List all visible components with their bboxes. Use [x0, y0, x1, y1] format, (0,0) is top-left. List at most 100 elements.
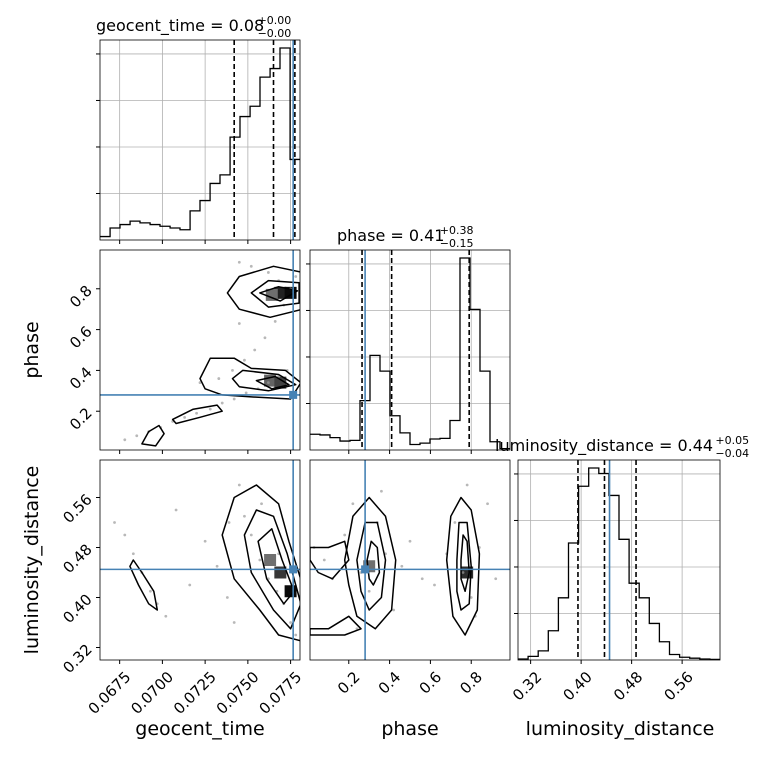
panel-frame	[309, 459, 511, 661]
x-tick-label: 0.0775	[255, 668, 305, 718]
density-cell	[265, 288, 278, 301]
contour-line	[243, 509, 300, 630]
scatter-point	[203, 539, 207, 543]
scatter-point	[294, 633, 298, 637]
scatter-point	[260, 502, 263, 506]
contour-line	[460, 534, 470, 593]
scatter-point	[420, 577, 424, 581]
scatter-point	[232, 621, 236, 624]
scatter-point	[465, 483, 469, 487]
scatter-point	[244, 391, 248, 395]
scatter-point	[237, 483, 241, 487]
title-sub: −0.15	[440, 237, 474, 250]
y-tick-labels-luminosity_distance: 0.32 0.40 0.48 0.56	[59, 490, 95, 676]
grid-luminosity_distance	[518, 460, 720, 660]
x-tick-label: 0.0700	[127, 668, 177, 718]
title-main: geocent_time = 0.08	[96, 16, 264, 36]
x-tick-label: 0.2	[334, 668, 364, 698]
scatter-point	[174, 508, 178, 512]
scatter-point	[380, 489, 383, 493]
truth-marker	[289, 565, 298, 574]
contour-line	[221, 484, 300, 642]
title-sup: +0.38	[440, 224, 474, 237]
contour-line	[257, 528, 295, 605]
panel-content	[100, 250, 300, 450]
scatter-point	[113, 521, 116, 524]
scatter-point	[469, 596, 473, 599]
x-tick-label: 0.4	[375, 668, 405, 698]
scatter-point	[225, 596, 229, 599]
x-tick-label: 0.48	[610, 668, 646, 704]
truth-marker	[361, 565, 370, 574]
scatter-point	[453, 521, 457, 524]
hist-panel-geocent_time: geocent_time = 0.08+0.00−0.00	[96, 14, 301, 244]
x-tick-label: 0.0725	[170, 668, 220, 718]
x-tick-labels-phase: 0.2 0.4 0.6 0.8	[334, 668, 486, 698]
scatter-point	[188, 583, 192, 587]
contour-line	[129, 559, 159, 611]
scatter-point	[494, 577, 498, 581]
scatter-point	[237, 260, 241, 264]
title-sub: −0.00	[258, 27, 292, 40]
scatter-point	[123, 438, 127, 442]
scatter-point	[227, 521, 231, 524]
panel-frame	[99, 249, 301, 451]
scatter-point	[183, 415, 187, 419]
scatter-point	[135, 434, 139, 438]
scatter-point	[273, 320, 277, 323]
x-tick-labels-luminosity_distance: 0.32 0.40 0.48 0.56	[509, 668, 697, 704]
title-phase: phase = 0.41+0.38−0.15	[337, 224, 474, 250]
scatter-point	[195, 411, 198, 415]
title-main: luminosity_distance = 0.44	[495, 436, 713, 456]
y-axis-label-phase: phase	[21, 321, 43, 378]
contour-line	[310, 615, 362, 636]
y-tick-label: 0.8	[66, 282, 96, 312]
scatter-point	[131, 552, 135, 556]
scatter-point	[232, 397, 236, 401]
scatter-point	[392, 608, 396, 612]
scatter-point	[123, 533, 127, 537]
scatter-point	[243, 514, 246, 518]
density-cell	[264, 554, 277, 566]
scatter-point	[237, 322, 241, 325]
contour-line	[259, 285, 299, 302]
panel-frame	[99, 459, 301, 661]
panel-luminosity_distance_vs_geocent_time	[96, 459, 301, 664]
histogram-geocent_time	[100, 47, 300, 238]
panel-content	[310, 460, 510, 660]
panel-frame	[99, 39, 301, 241]
contour-line	[343, 496, 397, 630]
grid-phase	[310, 250, 510, 450]
scatter-point	[149, 589, 152, 593]
contour-line	[141, 424, 165, 447]
scatter-point	[258, 558, 262, 562]
y-tick-label: 0.48	[59, 540, 95, 576]
scatter-point	[486, 502, 489, 506]
scatter-point	[400, 564, 404, 568]
title-main: phase = 0.41	[337, 226, 444, 245]
histogram-phase	[310, 257, 510, 450]
hist-panel-phase: phase = 0.41+0.38−0.15	[306, 224, 511, 454]
scatter-point	[249, 533, 253, 537]
panel-content	[100, 460, 300, 660]
x-axis-label-phase: phase	[381, 718, 438, 740]
title-luminosity_distance: luminosity_distance = 0.44 +0.05−0.04	[495, 434, 749, 460]
y-tick-labels-phase_y: 0.2 0.4 0.6 0.8	[66, 282, 96, 434]
scatter-point	[294, 275, 298, 278]
hist-panel-luminosity_distance: luminosity_distance = 0.44 +0.05−0.04	[495, 434, 749, 664]
title-sup: +0.05	[715, 434, 749, 447]
scatter-point	[408, 539, 412, 543]
contour-line	[310, 540, 350, 580]
contour-line	[226, 265, 300, 319]
scatter-point	[208, 407, 212, 411]
scatter-point	[198, 381, 202, 385]
scatter-point	[217, 377, 221, 380]
scatter-point	[351, 502, 355, 506]
contour-line	[356, 521, 387, 611]
scatter-point	[215, 564, 219, 568]
x-tick-label: 0.6	[416, 668, 446, 698]
panel-phase_vs_geocent_time	[96, 249, 301, 454]
contour-line	[366, 540, 381, 586]
